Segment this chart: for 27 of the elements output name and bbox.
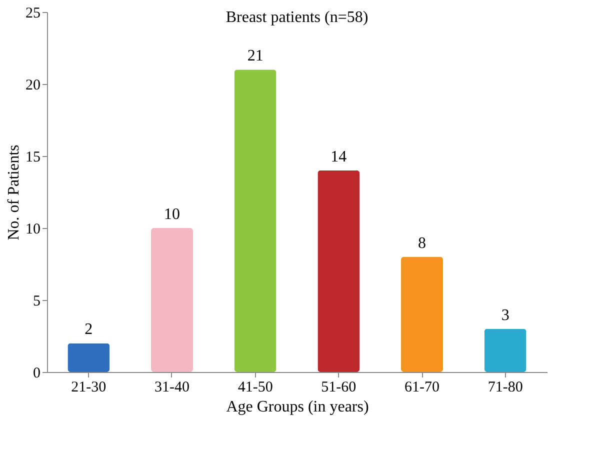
- bar: [68, 343, 110, 372]
- y-tick-label: 10: [26, 222, 40, 238]
- x-tick-label: 51-60: [321, 380, 356, 396]
- data-label: 14: [330, 148, 347, 166]
- chart-title: Breast patients (n=58): [226, 9, 368, 26]
- y-tick-label: 0: [33, 366, 40, 382]
- y-tick-label: 5: [33, 294, 40, 310]
- y-tick-label: 25: [26, 6, 40, 22]
- x-tick-label: 41-50: [238, 380, 273, 396]
- data-label: 8: [418, 234, 426, 252]
- bar: [401, 256, 443, 372]
- x-axis-title: Age Groups (in years): [226, 398, 369, 416]
- data-label: 2: [84, 321, 93, 338]
- x-tick-label: 61-70: [404, 380, 440, 396]
- bar: [234, 70, 276, 372]
- bar: [151, 228, 193, 372]
- y-tick-label: 15: [26, 150, 40, 166]
- x-tick-label: 71-80: [488, 380, 523, 396]
- data-label: 3: [501, 306, 510, 324]
- bar: [484, 328, 526, 372]
- bar: [318, 170, 360, 372]
- y-axis-title: No. of Patients: [6, 144, 22, 240]
- y-tick-label: 20: [26, 78, 40, 94]
- x-tick-label: 31-40: [154, 380, 190, 396]
- x-tick-label: 21-30: [71, 380, 106, 396]
- data-label: 10: [164, 206, 180, 223]
- data-label: 21: [247, 48, 264, 65]
